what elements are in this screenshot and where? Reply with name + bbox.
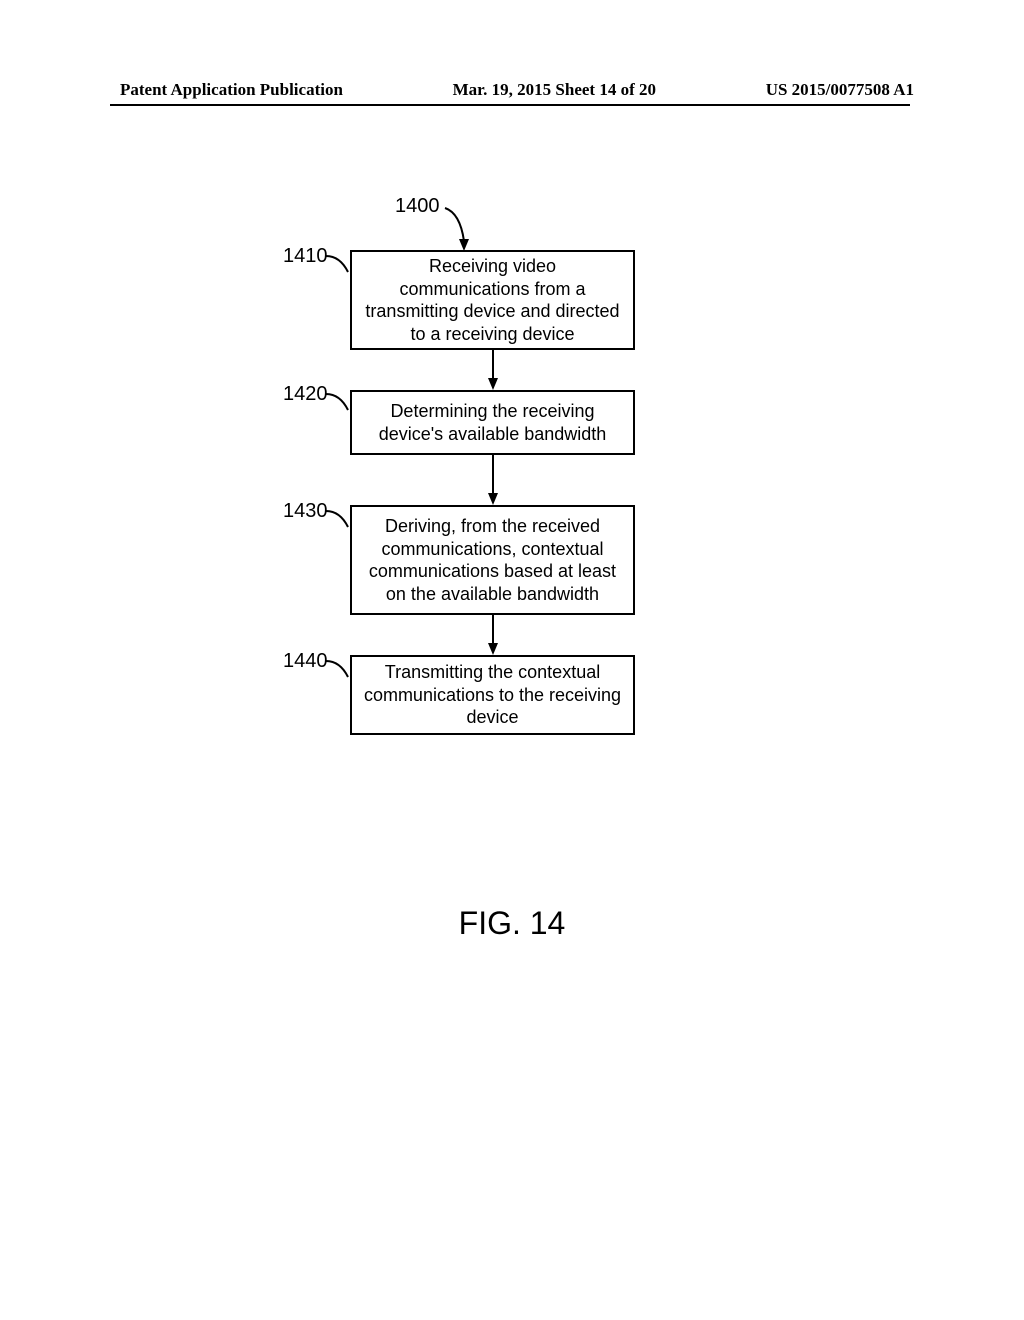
flow-arrow-3-4 xyxy=(487,615,507,655)
callout-arrow-1400 xyxy=(440,203,480,253)
ref-1440: 1440 xyxy=(283,650,328,673)
flow-box-text: Receiving video communications from a tr… xyxy=(362,255,623,345)
page-header: Patent Application Publication Mar. 19, … xyxy=(0,80,1024,100)
flow-box-1440: Transmitting the contextual communicatio… xyxy=(350,655,635,735)
flow-box-text: Determining the receiving device's avail… xyxy=(362,400,623,445)
figure-caption: FIG. 14 xyxy=(0,905,1024,942)
flow-box-1410: Receiving video communications from a tr… xyxy=(350,250,635,350)
flow-box-text: Transmitting the contextual communicatio… xyxy=(362,661,623,729)
ref-1430: 1430 xyxy=(283,500,328,523)
header-rule xyxy=(110,104,910,106)
flow-arrow-2-3 xyxy=(487,455,507,505)
callout-hook-1420 xyxy=(322,388,352,418)
flow-arrow-1-2 xyxy=(487,350,507,390)
header-right: US 2015/0077508 A1 xyxy=(766,80,914,100)
ref-1400: 1400 xyxy=(395,195,440,218)
page-root: Patent Application Publication Mar. 19, … xyxy=(0,0,1024,1320)
callout-hook-1430 xyxy=(322,505,352,535)
callout-hook-1410 xyxy=(322,250,352,280)
flow-box-1420: Determining the receiving device's avail… xyxy=(350,390,635,455)
header-left: Patent Application Publication xyxy=(120,80,343,100)
flow-box-text: Deriving, from the received communicatio… xyxy=(362,515,623,605)
callout-hook-1440 xyxy=(322,655,352,685)
ref-1410: 1410 xyxy=(283,245,328,268)
flow-box-1430: Deriving, from the received communicatio… xyxy=(350,505,635,615)
ref-1420: 1420 xyxy=(283,383,328,406)
header-center: Mar. 19, 2015 Sheet 14 of 20 xyxy=(453,80,656,100)
